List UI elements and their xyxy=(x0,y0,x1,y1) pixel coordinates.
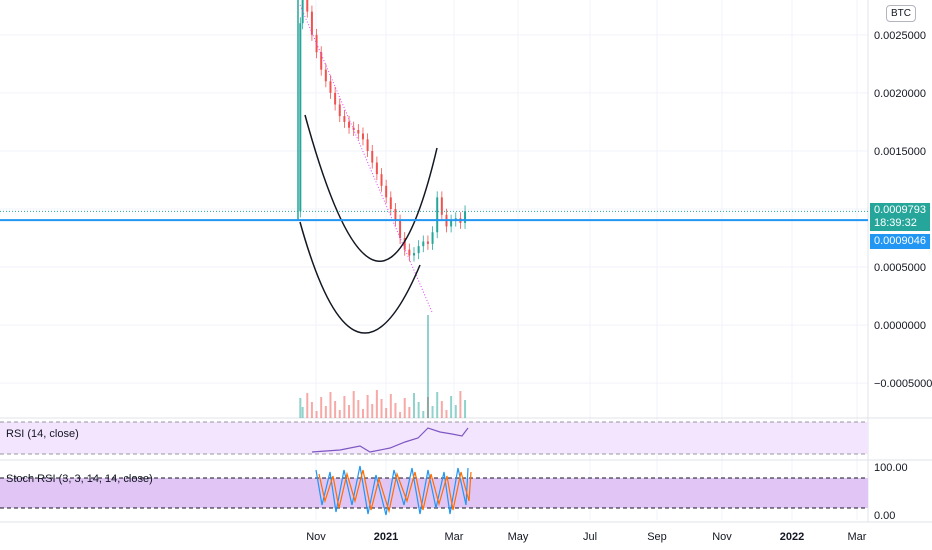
volume-bar xyxy=(431,406,434,418)
time-tick-label: Jul xyxy=(583,531,597,543)
volume-bar xyxy=(352,391,355,418)
volume-bar xyxy=(366,395,369,418)
volume-bar xyxy=(348,405,351,418)
stoch-d-line xyxy=(318,469,472,514)
volume-bar xyxy=(417,402,420,418)
stoch-k-line xyxy=(315,465,469,516)
volume-bar xyxy=(413,393,415,418)
volume-bar xyxy=(422,411,425,418)
volume-bar xyxy=(361,409,364,418)
volume-bar xyxy=(299,398,302,418)
time-tick-label: Sep xyxy=(647,531,667,543)
volume-bar xyxy=(380,399,383,418)
volume-bar xyxy=(338,410,341,418)
last-price-value: 0.0009793 xyxy=(874,204,926,217)
price-tick-label: 0.0015000 xyxy=(874,146,926,158)
volume-bar xyxy=(320,397,323,418)
volume-bar xyxy=(440,401,443,418)
line-price-tag: 0.0009046 xyxy=(870,234,930,250)
bowl-curve xyxy=(304,114,438,262)
volume-bar xyxy=(375,390,378,418)
trend-line xyxy=(299,4,433,313)
volume-bar xyxy=(403,398,406,418)
volume-bar xyxy=(306,393,309,418)
price-tick-label: 0.0020000 xyxy=(874,88,926,100)
volume-bar xyxy=(454,405,457,418)
volume-bar xyxy=(329,392,332,418)
rsi-label: RSI (14, close) xyxy=(6,428,79,440)
stoch-lower-label: 0.00 xyxy=(874,510,895,522)
time-tick-label: 2021 xyxy=(374,531,398,543)
volume-bar xyxy=(310,402,313,418)
volume-bar xyxy=(385,408,388,418)
time-tick-label: Nov xyxy=(712,531,732,543)
volume-bar xyxy=(436,392,439,418)
volume-bar xyxy=(343,396,346,418)
currency-button[interactable]: BTC xyxy=(886,5,916,22)
volume-bar xyxy=(301,407,304,418)
time-tick-label: May xyxy=(508,531,529,543)
volume-bar xyxy=(445,410,448,418)
volume-bar xyxy=(408,407,411,418)
stoch-upper-label: 100.00 xyxy=(874,462,908,474)
volume-bar xyxy=(399,412,402,418)
volume-bar xyxy=(357,400,360,418)
price-tick-label: 0.0005000 xyxy=(874,262,926,274)
volume-bar xyxy=(459,391,462,418)
time-tick-label: Mar xyxy=(445,531,464,543)
price-tick-label: −0.0005000 xyxy=(874,378,932,390)
volume-bar xyxy=(464,400,467,418)
time-tick-label: 2022 xyxy=(780,531,804,543)
price-tick-label: 0.0000000 xyxy=(874,320,926,332)
volume-bar xyxy=(427,315,429,418)
volume-bar xyxy=(389,394,392,418)
stoch-label: Stoch RSI (3, 3, 14, 14, close) xyxy=(6,473,153,485)
time-tick-label: Mar xyxy=(848,531,867,543)
rsi-band xyxy=(0,422,868,454)
volume-bar xyxy=(394,403,397,418)
rsi-line xyxy=(311,427,469,453)
volume-bar xyxy=(371,404,374,418)
cup-curve xyxy=(299,221,421,334)
volume-bar xyxy=(334,401,337,418)
countdown-value: 18:39:32 xyxy=(874,217,917,230)
volume-bar xyxy=(324,406,327,418)
last-price-tag: 0.0009793 18:39:32 xyxy=(870,203,930,232)
price-tick-label: 0.0025000 xyxy=(874,30,926,42)
volume-bar xyxy=(450,396,453,418)
time-tick-label: Nov xyxy=(306,531,326,543)
volume-bar xyxy=(315,411,318,418)
